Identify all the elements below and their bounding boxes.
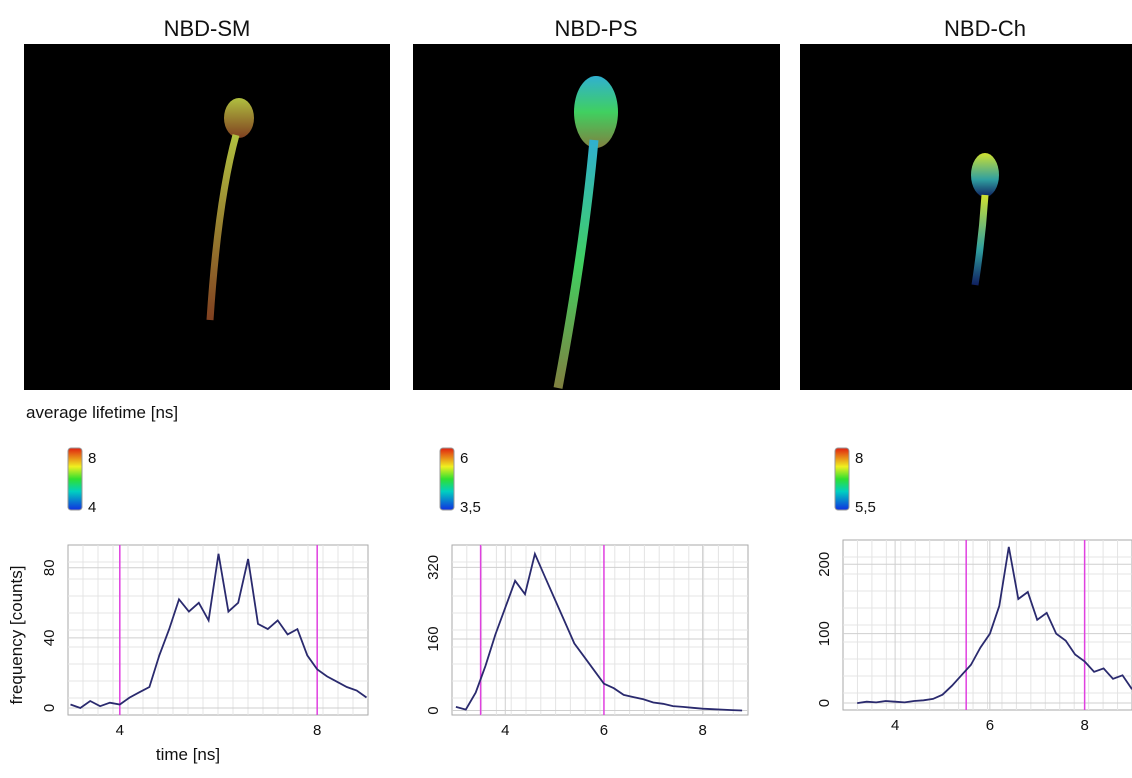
y-tick-label: 200 [816, 552, 833, 577]
colorbar-tick-label: 8 [855, 450, 863, 467]
histogram-line [70, 553, 368, 710]
x-tick-label: 4 [116, 722, 124, 739]
colorbar-label: average lifetime [ns] [26, 403, 178, 422]
chart-title: NBD-PS [554, 16, 637, 41]
y-axis-label: frequency [counts] [7, 566, 26, 705]
y-tick-label: 0 [816, 699, 833, 707]
colorbar-tick-label: 5,5 [855, 499, 876, 516]
x-tick-label: 8 [1080, 717, 1088, 734]
x-tick-label: 6 [986, 717, 994, 734]
colorbar-tick-label: 4 [88, 499, 96, 516]
y-tick-label: 320 [425, 555, 442, 580]
x-tick-label: 4 [891, 717, 899, 734]
micrograph [24, 44, 390, 390]
colorbar [834, 447, 850, 511]
micrograph [413, 44, 780, 390]
y-tick-label: 100 [816, 621, 833, 646]
colorbar-tick-label: 8 [88, 450, 96, 467]
x-axis-label: time [ns] [156, 745, 220, 764]
y-tick-label: 160 [425, 626, 442, 651]
y-tick-label: 80 [41, 559, 58, 576]
histogram-line [857, 546, 1132, 704]
colorbar-tick-label: 6 [460, 450, 468, 467]
y-tick-label: 0 [425, 706, 442, 714]
colorbar [439, 447, 455, 511]
colorbar-tick-label: 3,5 [460, 499, 481, 516]
y-tick-label: 0 [41, 704, 58, 712]
chart-title: NBD-Ch [944, 16, 1026, 41]
x-tick-label: 8 [313, 722, 321, 739]
chart-title: NBD-SM [164, 16, 251, 41]
colorbar [67, 447, 83, 511]
histogram-line [455, 551, 743, 712]
micrograph [800, 44, 1132, 390]
y-tick-label: 40 [41, 630, 58, 647]
x-tick-label: 6 [600, 722, 608, 739]
x-tick-label: 4 [501, 722, 509, 739]
x-tick-label: 8 [698, 722, 706, 739]
